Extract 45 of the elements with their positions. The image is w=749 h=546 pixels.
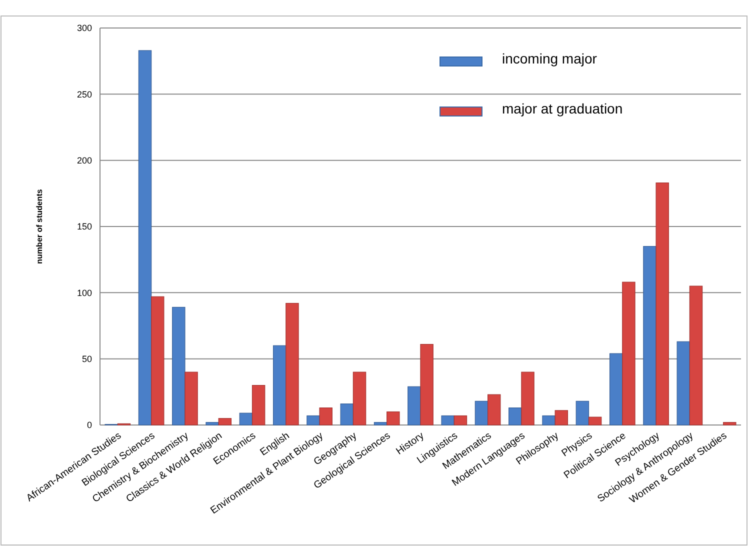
y-tick-label: 200 — [76, 155, 92, 166]
bar — [576, 400, 590, 426]
bar — [374, 422, 388, 426]
bar — [420, 344, 434, 426]
legend-label: major at graduation — [502, 100, 623, 116]
bar — [521, 372, 534, 426]
bar — [723, 422, 736, 426]
y-tick-label: 0 — [86, 420, 92, 430]
bar — [408, 386, 421, 426]
bar — [151, 296, 164, 426]
bar — [184, 372, 198, 426]
bar — [508, 407, 522, 426]
bar — [622, 282, 636, 426]
y-tick-label: 100 — [76, 288, 92, 298]
bar — [386, 411, 400, 426]
bar — [474, 400, 488, 426]
y-axis-title: number of students — [35, 188, 44, 264]
y-tick-label: 300 — [76, 23, 92, 34]
bar — [239, 412, 253, 426]
y-tick-label: 250 — [76, 89, 92, 100]
bar — [319, 407, 332, 426]
bar — [286, 302, 299, 426]
bar — [487, 394, 501, 426]
bar — [441, 415, 454, 426]
bar — [689, 286, 703, 426]
bar — [252, 385, 266, 426]
bar — [138, 50, 152, 426]
bar — [272, 345, 286, 426]
bar — [172, 306, 186, 426]
bar — [206, 422, 219, 426]
bar — [656, 182, 669, 426]
bar — [542, 415, 556, 426]
bar — [454, 415, 468, 426]
y-tick-label: 50 — [82, 354, 92, 364]
bar — [643, 246, 656, 426]
bar — [352, 372, 366, 426]
bar — [306, 415, 320, 426]
bar — [676, 341, 690, 426]
bar — [218, 418, 232, 426]
bar — [609, 353, 623, 426]
bar — [554, 410, 568, 426]
bar — [588, 416, 602, 426]
legend-label: incoming major — [502, 50, 598, 66]
bar — [340, 404, 354, 426]
y-tick-label: 150 — [76, 222, 92, 232]
